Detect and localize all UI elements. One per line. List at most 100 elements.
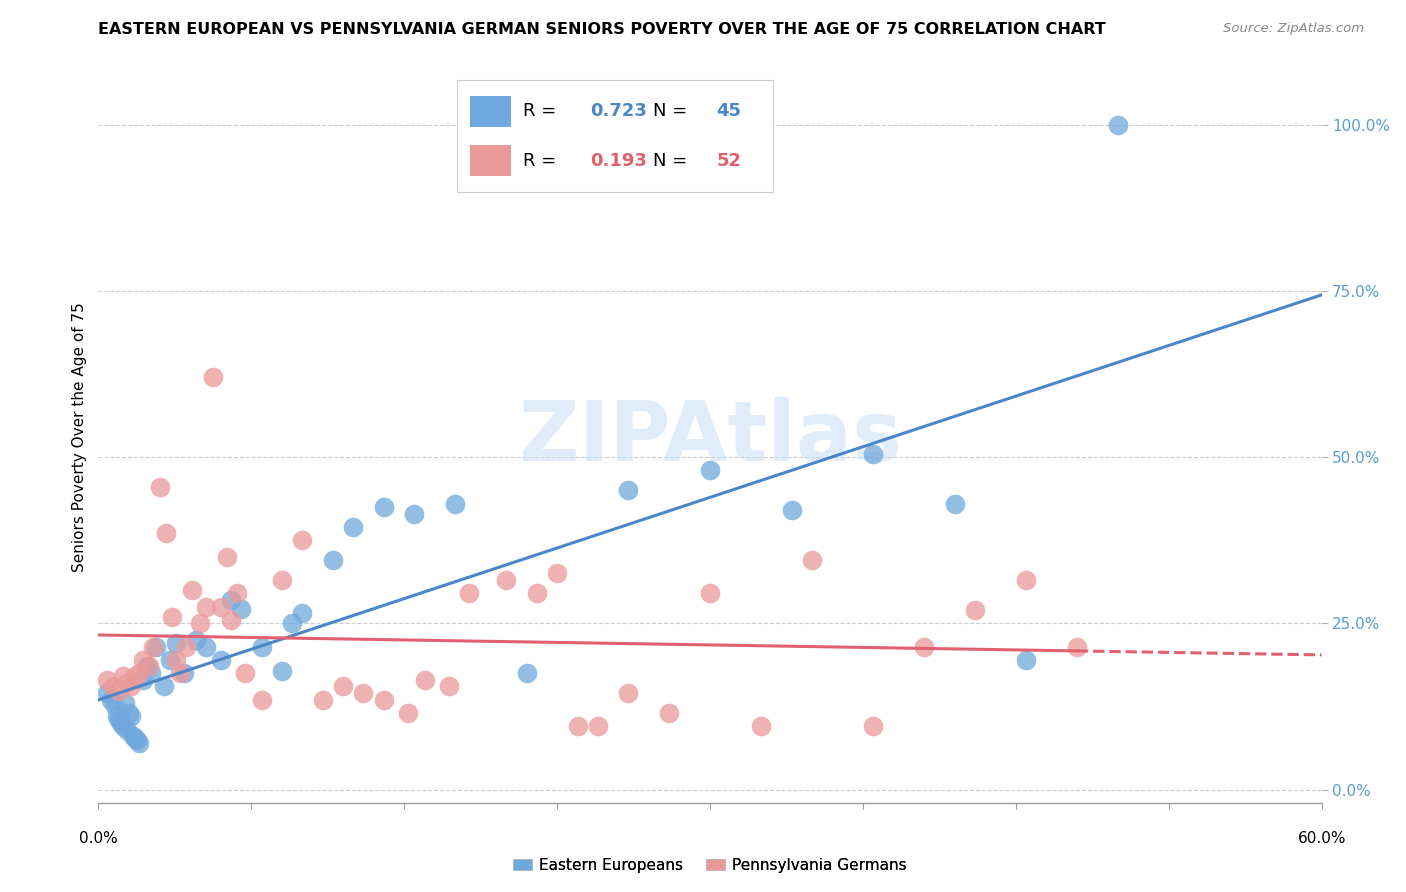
Text: R =: R =	[523, 102, 562, 120]
Text: 45: 45	[716, 102, 741, 120]
Point	[458, 586, 481, 600]
Point	[122, 729, 145, 743]
Point	[173, 666, 195, 681]
Point	[149, 480, 172, 494]
Text: Source: ZipAtlas.com: Source: ZipAtlas.com	[1223, 22, 1364, 36]
Point	[862, 447, 884, 461]
Point	[155, 526, 177, 541]
Point	[567, 719, 589, 733]
Point	[780, 503, 803, 517]
Point	[281, 616, 304, 631]
Point	[801, 553, 824, 567]
Point	[312, 692, 335, 706]
Point	[101, 680, 124, 694]
Point	[108, 713, 131, 727]
Point	[152, 680, 174, 694]
Y-axis label: Seniors Poverty Over the Age of 75: Seniors Poverty Over the Age of 75	[72, 302, 87, 572]
FancyBboxPatch shape	[470, 96, 510, 128]
Point	[111, 719, 134, 733]
Point	[169, 666, 191, 681]
Point	[96, 673, 118, 687]
Point	[526, 586, 548, 600]
Point	[104, 699, 127, 714]
Point	[181, 582, 204, 597]
Point	[132, 673, 155, 687]
Point	[215, 549, 238, 564]
Point	[159, 653, 181, 667]
Point	[617, 483, 640, 498]
Point	[862, 719, 884, 733]
Point	[124, 731, 146, 745]
Point	[516, 666, 538, 681]
Point	[373, 500, 395, 514]
Point	[100, 692, 122, 706]
Point	[270, 664, 294, 678]
Point	[209, 599, 232, 614]
Text: 60.0%: 60.0%	[1298, 831, 1346, 847]
Point	[546, 566, 568, 581]
Point	[352, 686, 374, 700]
Text: ZIPAtlas: ZIPAtlas	[517, 397, 903, 477]
Point	[145, 640, 167, 654]
Point	[1015, 653, 1038, 667]
FancyBboxPatch shape	[470, 145, 510, 177]
Point	[96, 686, 118, 700]
Point	[322, 553, 344, 567]
Point	[699, 586, 721, 600]
Point	[219, 593, 242, 607]
Point	[1066, 640, 1088, 654]
Point	[404, 507, 426, 521]
Point	[186, 632, 208, 647]
Point	[141, 666, 163, 681]
Point	[658, 706, 681, 720]
Text: EASTERN EUROPEAN VS PENNSYLVANIA GERMAN SENIORS POVERTY OVER THE AGE OF 75 CORRE: EASTERN EUROPEAN VS PENNSYLVANIA GERMAN …	[98, 22, 1107, 37]
Point	[128, 666, 150, 681]
Point	[250, 640, 273, 654]
Point	[195, 599, 218, 614]
Point	[332, 680, 354, 694]
Point	[142, 640, 165, 654]
Point	[132, 653, 155, 667]
Point	[291, 533, 314, 548]
Point	[111, 669, 134, 683]
Point	[943, 497, 966, 511]
Point	[373, 692, 395, 706]
Legend: Eastern Europeans, Pennsylvania Germans: Eastern Europeans, Pennsylvania Germans	[508, 852, 912, 880]
Text: 52: 52	[716, 153, 741, 170]
Point	[444, 497, 467, 511]
Point	[160, 609, 183, 624]
Point	[201, 370, 224, 384]
Point	[250, 692, 273, 706]
Point	[114, 696, 136, 710]
Point	[437, 680, 460, 694]
Point	[174, 640, 197, 654]
Point	[209, 653, 232, 667]
Point	[270, 573, 294, 587]
Point	[165, 653, 187, 667]
Point	[912, 640, 935, 654]
Point	[115, 723, 138, 737]
Point	[165, 636, 187, 650]
Point	[115, 676, 138, 690]
Point	[120, 680, 142, 694]
Point	[127, 732, 149, 747]
Point	[586, 719, 609, 733]
Point	[965, 603, 987, 617]
Point	[342, 520, 364, 534]
Point	[138, 659, 160, 673]
Point	[219, 613, 242, 627]
Point	[231, 601, 253, 615]
Point	[136, 659, 159, 673]
Point	[495, 573, 517, 587]
Point	[105, 709, 128, 723]
Point	[291, 607, 314, 621]
Point	[195, 640, 218, 654]
Point	[396, 706, 419, 720]
Point	[617, 686, 640, 700]
Point	[1107, 118, 1129, 132]
Point	[749, 719, 772, 733]
Point	[120, 709, 142, 723]
Text: N =: N =	[652, 102, 693, 120]
Text: N =: N =	[652, 153, 693, 170]
Point	[226, 586, 249, 600]
